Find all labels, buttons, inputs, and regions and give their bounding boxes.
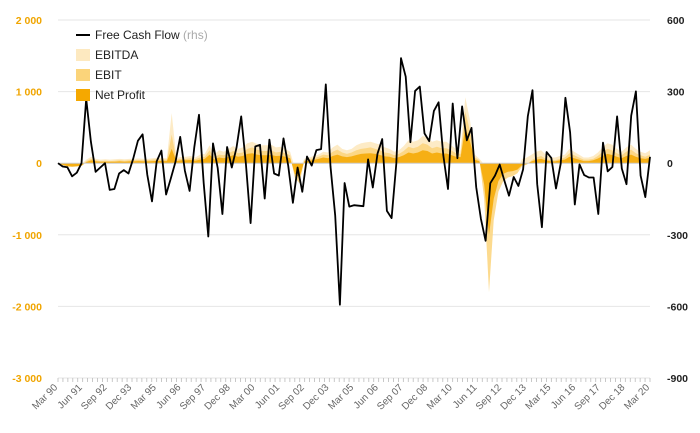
x-tick-label: Sep 02 — [277, 382, 307, 412]
x-tick-label: Dec 03 — [301, 382, 331, 412]
legend-label-ebit: EBIT — [95, 68, 122, 82]
legend-item-net-profit: Net Profit — [76, 88, 146, 102]
right-tick-label: -900 — [667, 373, 688, 385]
left-tick-label: -3 000 — [12, 373, 42, 385]
x-tick-label: Mar 15 — [524, 382, 554, 412]
net-profit-area — [58, 127, 650, 235]
legend-swatch-net-profit — [76, 89, 90, 101]
right-tick-label: -300 — [667, 230, 688, 242]
x-tick-label: Dec 13 — [499, 382, 529, 412]
legend-suffix-fcf: (rhs) — [183, 28, 208, 42]
fcf-line — [57, 57, 651, 306]
right-tick-label: -600 — [667, 301, 688, 313]
legend-label-fcf: Free Cash Flow — [95, 28, 180, 42]
legend-label-ebitda: EBITDA — [95, 48, 138, 62]
x-tick-label: Sep 07 — [375, 382, 405, 412]
svg-text:Free Cash Flow (rhs): Free Cash Flow (rhs) — [95, 28, 208, 42]
legend-item-ebitda: EBITDA — [76, 48, 138, 62]
ebit-area — [58, 111, 650, 293]
area-series — [58, 97, 650, 293]
legend-item-fcf: Free Cash Flow (rhs) — [76, 28, 208, 42]
x-tick-label: Sep 97 — [178, 382, 208, 412]
x-tick-label: Mar 90 — [30, 382, 60, 412]
x-tick-label: Sep 17 — [573, 382, 603, 412]
left-tick-label: 2 000 — [16, 15, 42, 27]
left-tick-label: 0 — [36, 158, 42, 170]
right-tick-label: 0 — [667, 158, 673, 170]
x-tick-label: Dec 93 — [104, 382, 134, 412]
legend-swatch-ebitda — [76, 49, 90, 61]
right-axis: 600 300 0 -300 -600 -900 — [667, 15, 688, 385]
grid-lines — [58, 19, 650, 379]
left-tick-label: -2 000 — [12, 301, 42, 313]
right-tick-label: 300 — [667, 87, 685, 99]
left-axis: 2 000 1 000 0 -1 000 -2 000 -3 000 — [12, 15, 42, 385]
legend-swatch-ebit — [76, 69, 90, 81]
left-tick-label: 1 000 — [16, 87, 42, 99]
legend-item-ebit: EBIT — [76, 68, 122, 82]
left-tick-label: -1 000 — [12, 230, 42, 242]
x-tick-label: Mar 05 — [326, 382, 356, 412]
x-tick-label: Mar 20 — [622, 382, 652, 412]
x-tick-label: Sep 12 — [474, 382, 504, 412]
legend: Free Cash Flow (rhs) EBITDA EBIT Net Pro… — [76, 28, 208, 102]
x-tick-label: Mar 95 — [129, 382, 159, 412]
fcf-line-series — [57, 57, 651, 306]
x-tick-label: Mar 00 — [228, 382, 258, 412]
legend-label-net-profit: Net Profit — [95, 88, 146, 102]
x-tick-label: Dec 18 — [597, 382, 627, 412]
x-tick-label: Dec 08 — [400, 382, 430, 412]
x-tick-label: Mar 10 — [425, 382, 455, 412]
x-tick-label: Dec 98 — [203, 382, 233, 412]
right-tick-label: 600 — [667, 15, 685, 27]
x-tick-label: Sep 92 — [79, 382, 109, 412]
